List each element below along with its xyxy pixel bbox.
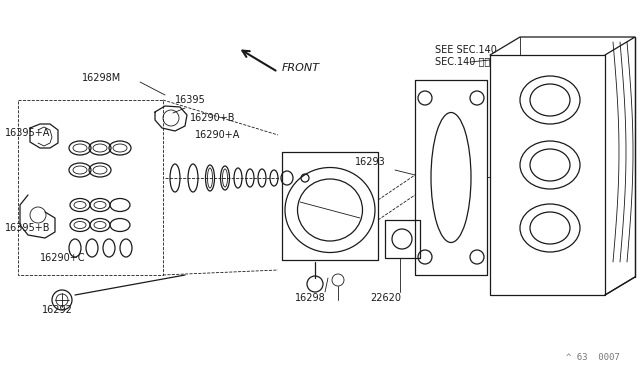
Text: FRONT: FRONT	[282, 63, 320, 73]
Text: 16290+C: 16290+C	[40, 253, 86, 263]
Text: ^ 63  0007: ^ 63 0007	[566, 353, 620, 362]
Text: 16290+B: 16290+B	[190, 113, 236, 123]
Text: SEE SEC.140
SEC.140 参照: SEE SEC.140 SEC.140 参照	[435, 45, 497, 67]
Text: 16292: 16292	[42, 305, 73, 315]
Text: 16298: 16298	[295, 293, 326, 303]
Text: 16395: 16395	[175, 95, 205, 105]
Text: 22620: 22620	[370, 293, 401, 303]
Text: 16395+B: 16395+B	[5, 223, 51, 233]
Text: 16395+A: 16395+A	[5, 128, 51, 138]
Text: 16290+A: 16290+A	[195, 130, 241, 140]
Text: 16293: 16293	[355, 157, 386, 167]
Text: 16298M: 16298M	[82, 73, 121, 83]
